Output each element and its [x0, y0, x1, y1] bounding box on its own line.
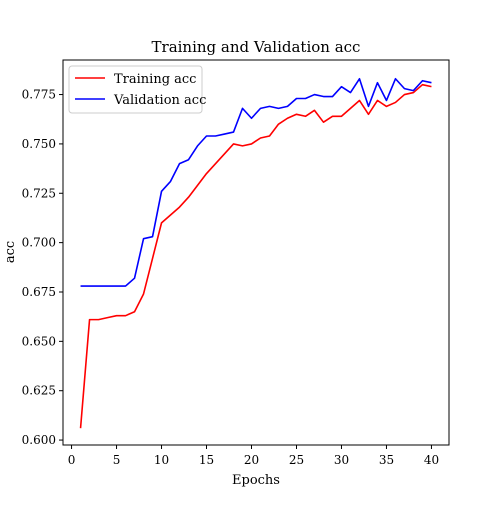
y-axis-ticks: 0.600 0.625 0.650 0.675 0.700 0.725 0.750 0.775: [22, 88, 63, 447]
x-tick-label: 0: [68, 453, 76, 467]
y-tick-label: 0.625: [22, 384, 56, 398]
x-tick-label: 35: [379, 453, 394, 467]
legend-label-training: Training acc: [114, 72, 196, 87]
y-tick-label: 0.700: [22, 236, 56, 250]
chart-title: Training and Validation acc: [152, 38, 361, 56]
x-tick-label: 15: [199, 453, 214, 467]
y-tick-label: 0.775: [22, 88, 56, 102]
x-axis-label: Epochs: [232, 473, 280, 488]
y-tick-label: 0.600: [22, 433, 56, 447]
x-tick-label: 10: [154, 453, 169, 467]
y-axis-label: acc: [3, 241, 18, 263]
y-tick-label: 0.750: [22, 137, 56, 151]
legend: Training acc Validation acc: [68, 65, 206, 114]
series-layer: [79, 77, 432, 429]
x-tick-label: 5: [113, 453, 121, 467]
legend-label-validation: Validation acc: [113, 93, 206, 108]
x-tick-label: 30: [334, 453, 349, 467]
x-axis-ticks: 0 5 10 15 20 25 30 35 40: [68, 445, 439, 467]
y-tick-label: 0.650: [22, 334, 56, 348]
y-tick-label: 0.725: [22, 186, 56, 200]
validation-acc-line: [80, 77, 432, 287]
x-tick-label: 40: [424, 453, 439, 467]
plot-frame: [62, 59, 450, 446]
y-tick-label: 0.675: [22, 285, 56, 299]
x-tick-label: 25: [289, 453, 304, 467]
x-tick-label: 20: [244, 453, 259, 467]
training-acc-line: [79, 83, 432, 429]
